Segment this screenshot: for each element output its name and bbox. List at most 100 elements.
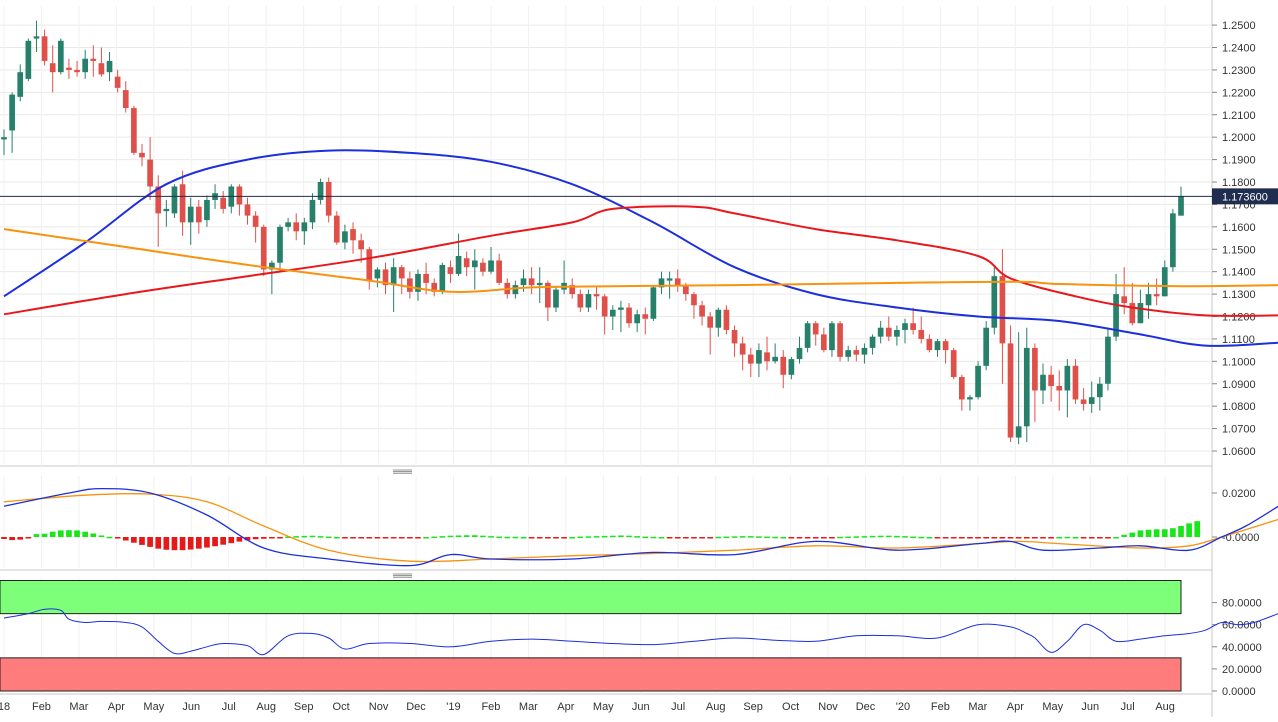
candle-body (1121, 296, 1128, 304)
macd-histogram-bar (455, 535, 462, 537)
candle-body (975, 365, 981, 398)
macd-histogram-bar (609, 535, 616, 538)
macd-histogram-bar (293, 536, 300, 538)
macd-histogram-bar (49, 531, 56, 537)
candle-body (577, 294, 584, 308)
candle-body (707, 316, 714, 328)
macd-histogram-bar (642, 536, 649, 539)
candle-body (301, 222, 308, 232)
candle-body (293, 222, 300, 232)
macd-histogram-bar (634, 536, 640, 538)
macd-histogram-bar (1129, 532, 1136, 537)
candle-body (57, 40, 64, 73)
candle-body (1080, 399, 1087, 404)
macd-histogram-bar (74, 530, 80, 537)
candles-group (1, 20, 1184, 445)
macd-histogram-bar (902, 536, 908, 538)
candle-body (415, 273, 421, 292)
candle-body (1072, 365, 1079, 400)
macd-histogram-bar (269, 537, 275, 539)
macd-histogram-bar (715, 536, 722, 539)
macd-histogram-bar (1032, 537, 1038, 539)
candle-body (187, 206, 194, 223)
candle-body (1015, 426, 1022, 438)
macd-histogram-bar (958, 537, 965, 539)
macd-histogram-bar (845, 536, 852, 539)
candle-body (1096, 383, 1103, 398)
macd-histogram-bar (228, 537, 235, 544)
candle-body (195, 206, 202, 223)
macd-histogram-bar (1105, 537, 1111, 539)
candle-body (1105, 336, 1111, 384)
candle-body (155, 186, 162, 214)
candle-body (25, 40, 32, 79)
candle-body (90, 58, 97, 61)
candle-body (885, 327, 892, 337)
candle-body (528, 278, 535, 286)
candle-body (1129, 303, 1136, 324)
x-tick-label: Mar (519, 701, 538, 713)
macd-histogram-bar (423, 537, 429, 539)
x-tick-label: Apr (1007, 701, 1024, 713)
macd-histogram-bar (309, 535, 316, 538)
macd-histogram-bar (950, 537, 957, 539)
x-tick-label: May (1042, 701, 1063, 713)
candle-body (804, 323, 811, 348)
candle-body (480, 262, 486, 272)
macd-histogram-bar (731, 536, 738, 538)
macd-histogram-bar (195, 537, 202, 549)
macd-histogram-bar (829, 537, 835, 539)
candle-body (1137, 303, 1144, 324)
x-tick-label: Dec (406, 701, 426, 713)
x-tick-label: Jun (1081, 701, 1099, 713)
macd-histogram-bar (90, 533, 97, 537)
price-tick-label: 1.1300 (1222, 289, 1256, 301)
price-tick-label: 1.2100 (1222, 110, 1256, 122)
x-tick-label: Jun (182, 701, 200, 713)
candle-body (366, 249, 373, 281)
candle-body (455, 255, 462, 274)
macd-histogram-bar (41, 533, 48, 537)
macd-histogram-bar (1178, 526, 1184, 537)
macd-histogram-bar (488, 536, 494, 538)
macd-histogram-bar (739, 536, 746, 538)
candle-body (520, 278, 527, 286)
macd-histogram-bar (999, 537, 1006, 539)
candle-body (650, 287, 657, 319)
macd-histogram-bar (650, 536, 657, 539)
macd-histogram-bar (1088, 537, 1095, 539)
macd-histogram-bar (9, 537, 15, 541)
price-tick-label: 1.2400 (1222, 43, 1256, 55)
price-tick-label: 1.0800 (1222, 401, 1256, 413)
macd-histogram-bar (114, 537, 121, 539)
macd-histogram-bar (1137, 530, 1144, 537)
candle-body (1170, 213, 1176, 268)
candle-body (512, 285, 519, 295)
price-tick-label: 1.1400 (1222, 267, 1256, 279)
macd-histogram-bar (561, 537, 567, 539)
macd-histogram-bar (780, 537, 787, 539)
ma-mid-line (3, 205, 1278, 317)
x-tick-label: Aug (256, 701, 276, 713)
x-tick-label: Mar (968, 701, 987, 713)
rsi-overbought-zone (0, 580, 1182, 615)
macd-histogram-bar (66, 530, 72, 537)
candle-body (147, 159, 153, 187)
candle-body (496, 260, 502, 283)
candle-body (431, 282, 438, 292)
macd-histogram-bar (1186, 523, 1192, 537)
macd-histogram-bar (1015, 537, 1022, 539)
price-tick-label: 1.1600 (1222, 222, 1256, 234)
x-tick-label: Oct (782, 701, 799, 713)
candle-body (277, 226, 283, 263)
candle-body (1, 137, 7, 140)
macd-histogram-bar (577, 536, 584, 539)
macd-histogram-bar (342, 537, 348, 539)
candle-body (244, 204, 251, 216)
candle-body (333, 215, 340, 243)
macd-tick-label: -0.0000 (1222, 532, 1259, 544)
x-tick-label: Mar (69, 701, 88, 713)
macd-histogram-bar (1153, 529, 1160, 537)
